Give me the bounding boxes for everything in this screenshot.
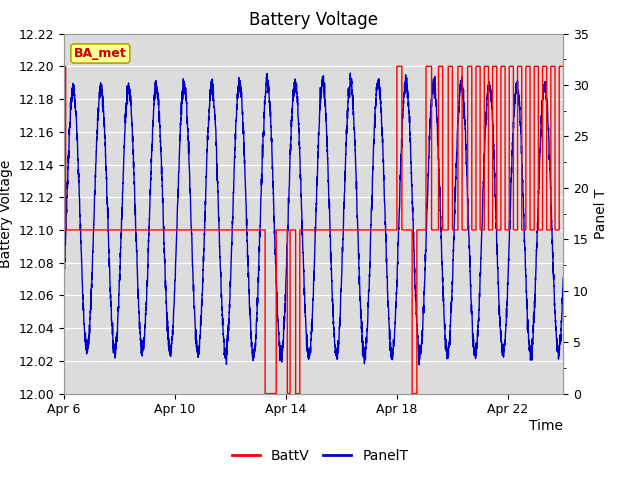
Text: Time: Time — [529, 419, 563, 433]
Legend: BattV, PanelT: BattV, PanelT — [226, 443, 414, 468]
Y-axis label: Panel T: Panel T — [595, 189, 609, 239]
Y-axis label: Battery Voltage: Battery Voltage — [0, 159, 13, 268]
Title: Battery Voltage: Battery Voltage — [249, 11, 378, 29]
Text: BA_met: BA_met — [74, 47, 127, 60]
